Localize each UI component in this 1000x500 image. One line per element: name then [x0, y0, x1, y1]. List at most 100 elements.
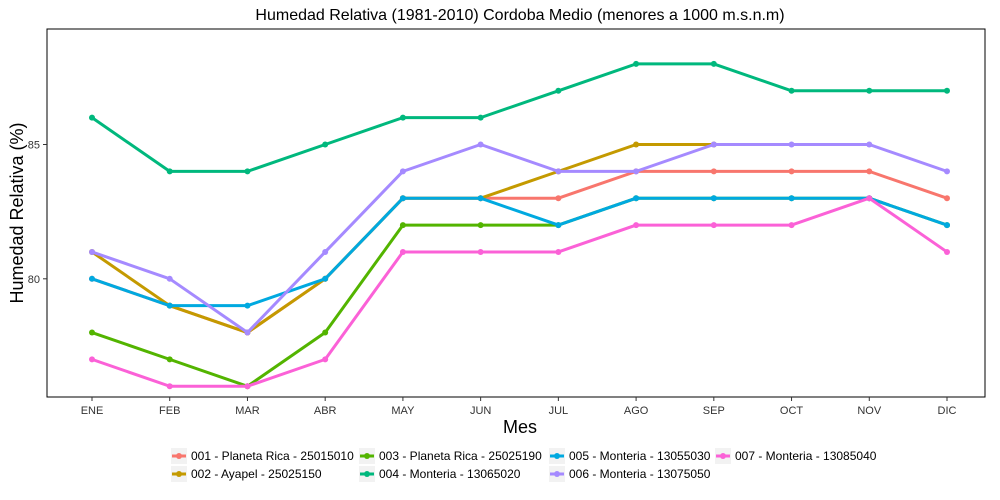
data-point	[944, 248, 950, 255]
legend-key-point	[176, 453, 182, 459]
data-point	[244, 302, 251, 309]
series-line	[90, 62, 949, 173]
x-tick-label: FEB	[159, 405, 180, 417]
data-point	[788, 168, 795, 175]
legend-item: 004 - Monteria - 13065020	[359, 466, 521, 482]
x-tick-label: NOV	[857, 405, 882, 417]
data-point	[710, 168, 717, 175]
series-5	[89, 195, 950, 309]
y-axis-title: Humedad Relativa (%)	[7, 122, 27, 303]
series-line	[90, 196, 949, 308]
data-point	[322, 329, 329, 336]
data-point	[166, 383, 173, 390]
data-point	[633, 60, 640, 67]
data-point	[477, 248, 484, 255]
legend: 001 - Planeta Rica - 25015010 002 - Ayape…	[171, 448, 877, 482]
legend-item: 007 - Monteria - 13085040	[715, 448, 877, 464]
data-point	[710, 195, 717, 202]
plot-panel	[46, 28, 986, 398]
data-point	[477, 141, 484, 148]
data-point	[866, 141, 873, 148]
data-point	[944, 87, 950, 94]
data-point	[788, 222, 795, 229]
data-point	[89, 114, 95, 121]
legend-item: 002 - Ayapel - 25025150	[171, 466, 322, 482]
legend-label: 002 - Ayapel - 25025150	[191, 467, 322, 481]
series-4	[89, 60, 950, 175]
series-6	[89, 141, 950, 336]
chart-title: Humedad Relativa (1981-2010) Cordoba Med…	[255, 7, 784, 24]
data-point	[866, 87, 873, 94]
data-point	[399, 168, 406, 175]
y-tick-label: 85	[28, 140, 40, 152]
data-point	[944, 168, 950, 175]
data-point	[89, 275, 95, 282]
series-line	[90, 196, 949, 388]
legend-item: 005 - Monteria - 13055030	[549, 448, 711, 464]
x-tick-label: MAY	[391, 405, 415, 417]
legend-key-point	[554, 453, 560, 459]
x-tick-label: AGO	[624, 405, 649, 417]
data-point	[322, 141, 329, 148]
legend-item: 003 - Planeta Rica - 25025190	[359, 448, 542, 464]
legend-label: 003 - Planeta Rica - 25025190	[379, 449, 542, 463]
data-point	[944, 195, 950, 202]
data-point	[710, 60, 717, 67]
legend-key-point	[364, 471, 370, 477]
data-point	[633, 195, 640, 202]
data-point	[322, 356, 329, 363]
data-point	[710, 141, 717, 148]
data-point	[166, 356, 173, 363]
x-tick-label: OCT	[780, 405, 804, 417]
y-axis: 80 85	[28, 140, 47, 286]
series-layer	[89, 60, 950, 390]
series-line	[90, 143, 949, 335]
data-point	[244, 168, 251, 175]
data-point	[555, 168, 562, 175]
data-point	[477, 195, 484, 202]
legend-key-point	[176, 471, 182, 477]
data-point	[89, 356, 95, 363]
legend-label: 001 - Planeta Rica - 25015010	[191, 449, 354, 463]
legend-key-point	[364, 453, 370, 459]
data-point	[788, 195, 795, 202]
data-point	[866, 195, 873, 202]
data-point	[633, 222, 640, 229]
legend-label: 006 - Monteria - 13075050	[569, 467, 711, 481]
data-point	[633, 168, 640, 175]
data-point	[322, 248, 329, 255]
data-point	[555, 87, 562, 94]
data-point	[89, 248, 95, 255]
data-point	[399, 248, 406, 255]
x-tick-label: SEP	[703, 405, 725, 417]
data-point	[710, 222, 717, 229]
data-point	[244, 383, 251, 390]
data-point	[399, 195, 406, 202]
data-point	[244, 329, 251, 336]
data-point	[788, 87, 795, 94]
legend-label: 007 - Monteria - 13085040	[735, 449, 877, 463]
x-tick-label: DIC	[938, 405, 957, 417]
data-point	[555, 195, 562, 202]
data-point	[399, 222, 406, 229]
x-axis: ENE FEB MAR ABR MAY JUN JUL AGO SEP OCT NOV DIC	[81, 397, 957, 417]
data-point	[555, 222, 562, 229]
x-tick-label: ABR	[314, 405, 337, 417]
x-axis-title: Mes	[503, 417, 537, 437]
series-7	[89, 195, 950, 390]
legend-item: 006 - Monteria - 13075050	[549, 466, 711, 482]
y-tick-label: 80	[28, 274, 40, 286]
data-point	[477, 114, 484, 121]
data-point	[399, 114, 406, 121]
data-point	[944, 222, 950, 229]
data-point	[477, 222, 484, 229]
x-tick-label: MAR	[235, 405, 260, 417]
x-tick-label: JUN	[470, 405, 491, 417]
data-point	[166, 302, 173, 309]
data-point	[633, 141, 640, 148]
data-point	[166, 275, 173, 282]
legend-key-point	[554, 471, 560, 477]
legend-key-point	[720, 453, 726, 459]
legend-label: 005 - Monteria - 13055030	[569, 449, 711, 463]
